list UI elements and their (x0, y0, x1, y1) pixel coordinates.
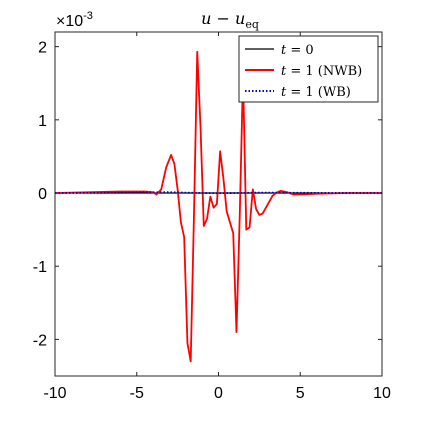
y-multiplier-base: ×10 (56, 13, 83, 30)
y-tick-label: 2 (38, 40, 47, 57)
y-tick-label: 0 (38, 186, 47, 203)
x-tick-label: 5 (296, 385, 305, 402)
legend-label-wb: t = 1 (WB) (281, 85, 351, 100)
x-tick-label: -10 (43, 385, 66, 402)
x-tick-label: 10 (373, 385, 391, 402)
series-line-nwb (54, 50, 382, 363)
chart-title-sub: eq (245, 18, 259, 31)
chart-title: u − ueq (201, 9, 259, 31)
legend-label-nwb: t = 1 (NWB) (281, 64, 362, 79)
y-tick-label: -1 (33, 259, 47, 276)
x-tick-label: -5 (130, 385, 144, 402)
y-tick-label: 1 (38, 113, 47, 130)
legend: t = 0 t = 1 (NWB) t = 1 (WB) (238, 35, 379, 103)
x-tick-label: 0 (214, 385, 223, 402)
legend-label-t0: t = 0 (281, 43, 314, 58)
y-multiplier-exp: -3 (83, 10, 93, 22)
y-multiplier: ×10-3 (56, 10, 93, 30)
chart-title-main: u − u (201, 9, 245, 28)
y-tick-label: -2 (33, 332, 47, 349)
series-lines (54, 50, 383, 363)
